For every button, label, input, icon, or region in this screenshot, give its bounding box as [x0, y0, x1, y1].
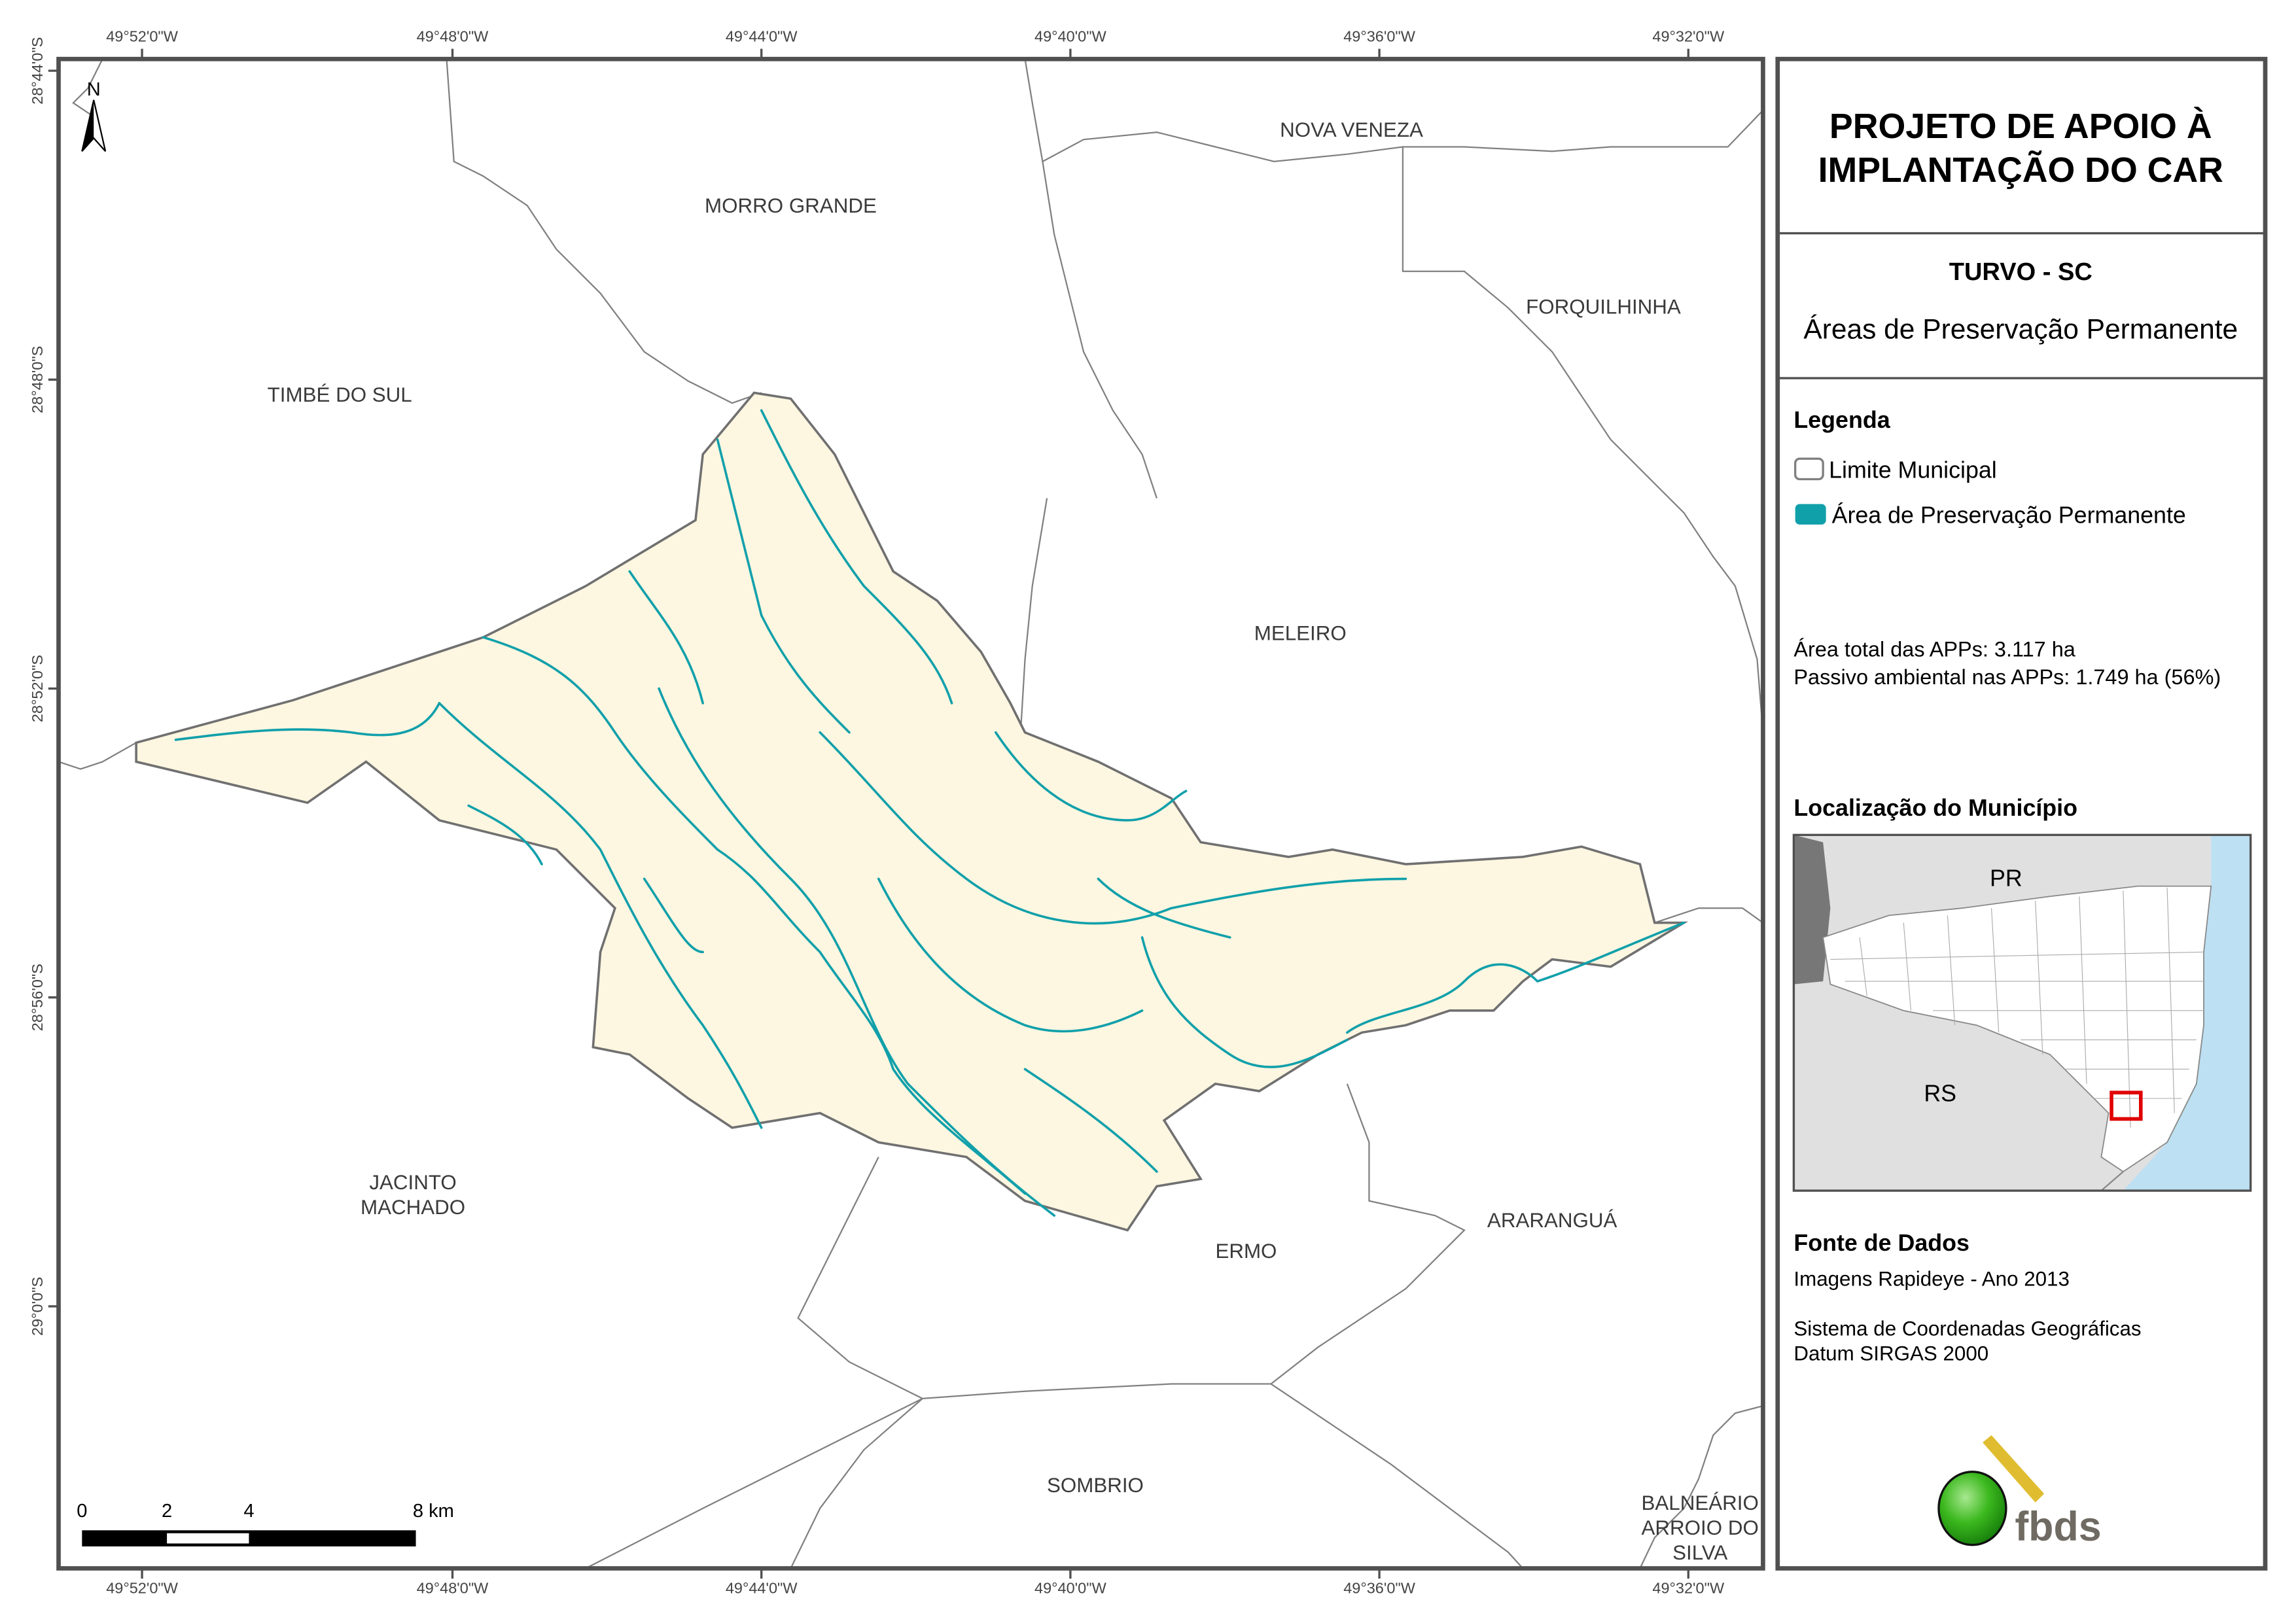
left-coord-2: 28°48'0"S: [29, 346, 46, 413]
outline-square-icon: [1793, 457, 1824, 481]
side-panel: PROJETO DE APOIO À IMPLANTAÇÃO DO CAR TU…: [1775, 56, 2268, 1571]
top-coord-5: 49°36'0"W: [1343, 27, 1416, 44]
title-line-2: IMPLANTAÇÃO DO CAR: [1818, 150, 2223, 190]
source-line-3: Datum SIRGAS 2000: [1793, 1342, 1988, 1365]
top-coord-2: 49°48'0"W: [417, 27, 489, 44]
label-nova-veneza: NOVA VENEZA: [1280, 118, 1423, 141]
municipality-name: TURVO - SC: [1949, 258, 2093, 286]
main-map: N NOVA VENEZA MORRO GRANDE FORQUILHINHA …: [58, 59, 1763, 1569]
bottom-coord-2: 49°48'0"W: [417, 1580, 489, 1597]
bottom-coord-5: 49°36'0"W: [1343, 1580, 1416, 1597]
bottom-coord-1: 49°52'0"W: [106, 1580, 179, 1597]
label-jacinto-machado-1: JACINTO: [369, 1171, 456, 1194]
label-forquilhinha: FORQUILHINHA: [1526, 296, 1681, 319]
coordinate-grid-labels: [48, 48, 1689, 1579]
top-coord-4: 49°40'0"W: [1034, 27, 1107, 44]
top-coord-3: 49°44'0"W: [726, 27, 798, 44]
fbds-logo: fbds: [1937, 1435, 2102, 1550]
source-line-1: Imagens Rapideye - Ano 2013: [1793, 1268, 2069, 1291]
top-coord-6: 49°32'0"W: [1652, 27, 1725, 44]
label-balneario-2: ARROIO DO: [1642, 1516, 1759, 1539]
scale-bar: 0 2 4 8 km: [77, 1501, 454, 1546]
stat-liability: Passivo ambiental nas APPs: 1.749 ha (56…: [1793, 665, 2221, 689]
app-river-network: [174, 409, 1686, 1217]
scale-label-8: 8 km: [413, 1501, 454, 1522]
label-meleiro: MELEIRO: [1254, 622, 1347, 645]
label-sombrio: SOMBRIO: [1047, 1474, 1144, 1497]
map-frame: [56, 56, 1765, 1571]
legend-label-boundary: Limite Municipal: [1829, 457, 1997, 483]
bottom-coord-4: 49°40'0"W: [1034, 1580, 1107, 1597]
bottom-coord-3: 49°44'0"W: [726, 1580, 798, 1597]
label-morro-grande: MORRO GRANDE: [705, 194, 877, 217]
label-ararangua: ARARANGUÁ: [1487, 1209, 1617, 1232]
top-coord-1: 49°52'0"W: [106, 27, 179, 44]
logo-text: fbds: [2015, 1504, 2101, 1550]
label-ermo: ERMO: [1215, 1240, 1277, 1263]
left-coord-5: 29°0'0"S: [29, 1277, 46, 1336]
source-line-2: Sistema de Coordenadas Geográficas: [1793, 1318, 2141, 1340]
label-jacinto-machado-2: MACHADO: [361, 1196, 465, 1219]
bottom-coord-6: 49°32'0"W: [1652, 1580, 1725, 1597]
north-arrow: N: [81, 79, 107, 152]
scale-label-0: 0: [77, 1501, 87, 1522]
north-label: N: [87, 79, 101, 100]
title-line-1: PROJETO DE APOIO À: [1829, 107, 2212, 146]
left-coord-4: 28°56'0"S: [29, 964, 46, 1031]
municipality-labels: NOVA VENEZA MORRO GRANDE FORQUILHINHA TI…: [268, 118, 1759, 1564]
stat-total-area: Área total das APPs: 3.117 ha: [1793, 637, 2075, 661]
left-coord-1: 28°44'0"S: [29, 37, 46, 105]
inset-label-pr: PR: [1990, 865, 2022, 892]
location-heading: Localização do Município: [1793, 795, 2077, 821]
scale-label-2: 2: [162, 1501, 172, 1522]
scale-label-4: 4: [243, 1501, 254, 1522]
left-coord-3: 28°52'0"S: [29, 655, 46, 722]
label-balneario-3: SILVA: [1672, 1541, 1727, 1564]
municipal-boundaries: [58, 59, 1763, 1569]
legend-heading: Legenda: [1793, 407, 1890, 433]
map-subtitle: Áreas de Preservação Permanente: [1803, 315, 2238, 345]
inset-label-rs: RS: [1924, 1081, 1956, 1107]
label-timbe-do-sul: TIMBÉ DO SUL: [268, 383, 412, 406]
location-inset-map: PR RS: [1793, 835, 2251, 1191]
legend-label-app: Área de Preservação Permanente: [1832, 502, 2186, 529]
teal-square-icon: [1795, 504, 1826, 525]
turvo-location-highlight: [2110, 1091, 2143, 1121]
source-heading: Fonte de Dados: [1793, 1230, 1969, 1256]
turvo-municipality-area: [135, 391, 1689, 1232]
label-balneario-1: BALNEÁRIO: [1642, 1492, 1759, 1514]
